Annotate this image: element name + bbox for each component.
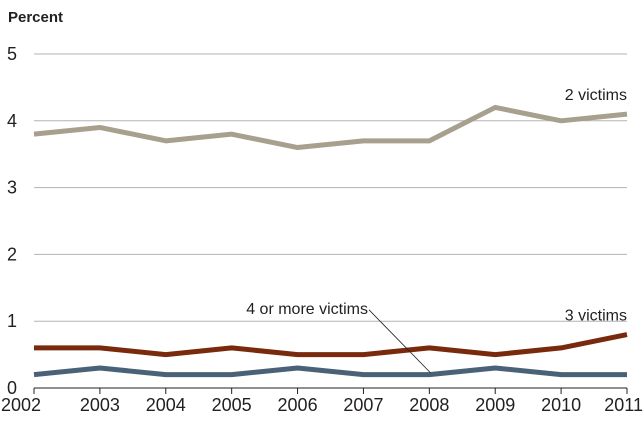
series-4-or-more-victims-line: [33, 365, 627, 378]
x-tick-label: 2007: [343, 395, 383, 415]
y-tick-label: 2: [7, 244, 17, 264]
x-tick-label: 2008: [409, 395, 449, 415]
x-tick-label: 2006: [278, 395, 318, 415]
gridlines: [34, 53, 627, 389]
x-tick-label: 2003: [80, 395, 120, 415]
y-tick-label: 3: [7, 178, 17, 198]
series-labels: 2 victims 3 victims 4 or more victims: [246, 87, 627, 373]
y-tick-label: 1: [7, 311, 17, 331]
x-tick-label: 2010: [541, 395, 581, 415]
x-tick-label: 2002: [1, 395, 41, 415]
series-lines: [33, 104, 628, 378]
series-label-2-victims: 2 victims: [565, 87, 627, 104]
y-tick-label: 4: [7, 111, 17, 131]
y-tick-label: 5: [7, 44, 17, 64]
x-tick-label: 2009: [475, 395, 515, 415]
x-tick-labels: 2002 2003 2004 2005 2006 2007 2008 2009 2010 2011: [1, 388, 643, 415]
leader-line: [368, 309, 431, 373]
x-tick-label: 2004: [146, 395, 186, 415]
series-label-4-or-more-victims: 4 or more victims: [246, 301, 368, 318]
x-tick-label: 2005: [212, 395, 252, 415]
x-tick-label: 2011: [604, 395, 643, 415]
y-tick-label: 0: [7, 378, 17, 398]
series-2-victims-line: [33, 104, 628, 151]
series-label-3-victims: 3 victims: [565, 308, 627, 325]
series-3-victims-line: [34, 332, 628, 358]
y-axis-label: Percent: [8, 9, 63, 26]
y-tick-labels: 0 1 2 3 4 5: [7, 44, 17, 398]
